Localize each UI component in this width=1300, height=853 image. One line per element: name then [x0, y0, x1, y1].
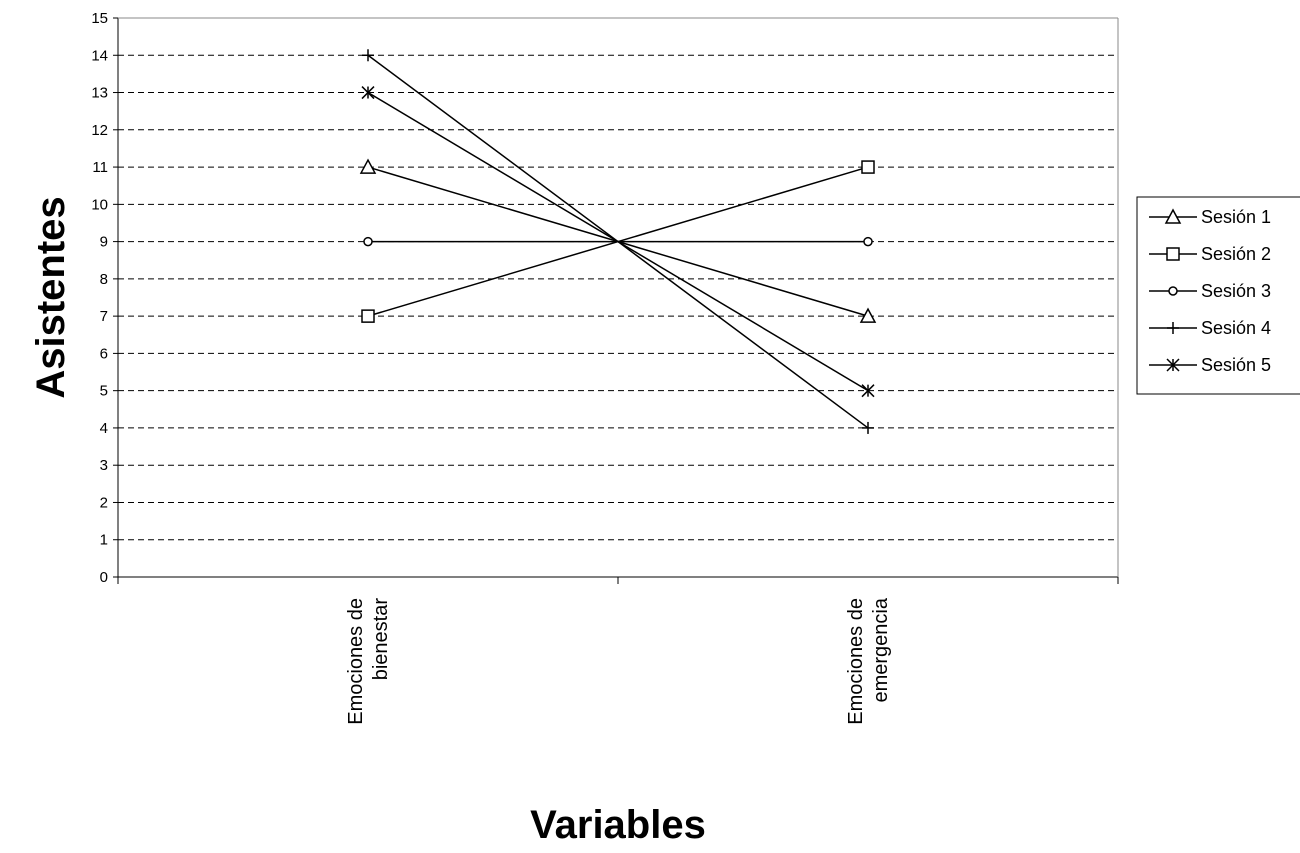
legend-item: Sesión 5	[1149, 355, 1271, 375]
gridlines	[118, 17, 1118, 541]
x-axis-title: Variables	[530, 803, 706, 847]
plus-marker	[362, 49, 374, 62]
y-tick-label: 6	[100, 345, 108, 362]
x-category-label-line: bienestar	[370, 598, 392, 681]
y-axis-title: Asistentes	[29, 196, 73, 398]
y-tick-label: 3	[100, 457, 108, 474]
triangle-marker	[359, 158, 377, 174]
series-line	[367, 91, 869, 392]
y-tick-label: 10	[91, 196, 108, 213]
series-group	[359, 49, 877, 434]
legend-label: Sesión 5	[1201, 355, 1271, 375]
triangle-marker	[1164, 208, 1182, 224]
legend-label: Sesión 1	[1201, 207, 1271, 227]
legend-item: Sesión 4	[1149, 318, 1271, 338]
y-tick-label: 1	[100, 532, 108, 549]
legend-box	[1136, 196, 1300, 395]
legend-item: Sesión 3	[1149, 281, 1271, 301]
y-tick-label: 15	[91, 10, 108, 27]
circle-marker	[863, 236, 873, 247]
legend-item: Sesión 1	[1149, 207, 1271, 227]
y-tick-label: 14	[91, 47, 108, 64]
y-tick-label: 9	[100, 234, 108, 251]
square-marker	[361, 309, 375, 323]
plus-marker	[1167, 322, 1179, 334]
asterisk-marker	[361, 86, 375, 100]
x-category-label-line: Emociones de	[345, 598, 367, 725]
square-marker	[861, 160, 875, 174]
circle-marker	[1168, 286, 1178, 296]
legend-item: Sesión 2	[1149, 244, 1271, 264]
y-tick-label: 13	[91, 85, 108, 102]
asterisk-marker	[1166, 358, 1180, 372]
y-tick-label: 2	[100, 494, 108, 511]
triangle-marker	[859, 307, 877, 323]
circle-marker	[363, 236, 373, 247]
axes	[117, 17, 1119, 584]
x-category-label: Emociones de emergencia	[845, 597, 892, 725]
x-category-label-line: Emociones de	[845, 598, 867, 725]
legend-label: Sesión 4	[1201, 318, 1271, 338]
asterisk-marker	[861, 384, 875, 398]
y-tick-label: 12	[91, 122, 108, 139]
y-tick-label: 0	[100, 569, 108, 586]
legend-label: Sesión 3	[1201, 281, 1271, 301]
plus-marker	[862, 421, 874, 434]
y-tick-label: 11	[92, 159, 108, 176]
square-marker	[1166, 247, 1180, 261]
legend: Sesión 1 Sesión 2 Sesión 3 Sesión 4 Sesión 5	[1136, 196, 1300, 395]
series-5	[361, 86, 875, 398]
x-axis-categories: Emociones de bienestar Emociones de emergen…	[345, 597, 892, 725]
x-category-label: Emociones de bienestar	[345, 598, 392, 725]
y-tick-label: 5	[100, 383, 108, 400]
y-tick-label: 8	[100, 271, 108, 288]
x-category-label-line: emergencia	[870, 597, 892, 702]
y-tick-label: 4	[100, 420, 108, 437]
y-tick-label: 7	[100, 308, 108, 325]
legend-label: Sesión 2	[1201, 244, 1271, 264]
